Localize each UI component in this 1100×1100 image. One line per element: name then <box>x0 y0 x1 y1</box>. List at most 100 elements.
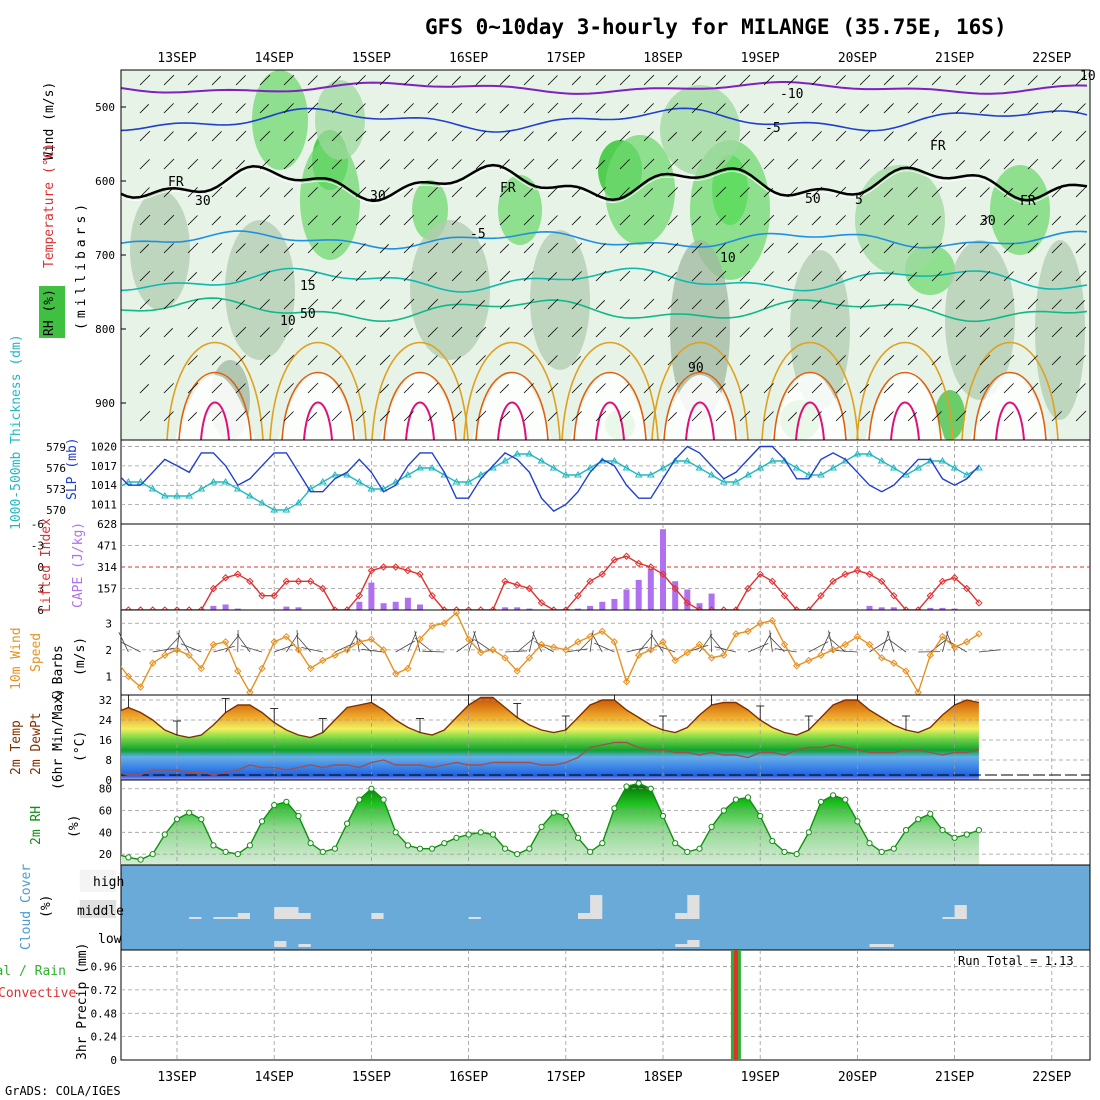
wind10-line-point <box>258 664 266 673</box>
wind-barb <box>1051 76 1061 86</box>
wind-barb <box>811 242 823 254</box>
wind-barb <box>499 354 511 366</box>
temp2m-label-b: 2m DewPt <box>29 712 44 775</box>
thickness-line-point <box>756 464 765 471</box>
wind-barb <box>403 131 414 142</box>
lifted-index-line-point <box>562 606 570 610</box>
wind10-line-point <box>537 640 546 649</box>
wind-barb <box>1003 328 1013 338</box>
thickness-line-point <box>294 499 303 506</box>
temp2m-label-c: (6hr Min/Max) <box>51 688 66 790</box>
lifted-index-line-point <box>792 606 801 610</box>
wind-barb <box>427 215 438 226</box>
wind10-barb <box>650 629 653 653</box>
wind-barb <box>667 355 678 366</box>
wind-barb <box>1075 383 1086 394</box>
precip-tick-label: 0.48 <box>91 1007 118 1020</box>
lifted-index-line-point <box>173 606 181 610</box>
wind-barb <box>163 131 174 142</box>
wind-barb <box>643 131 654 142</box>
wind10-barb <box>828 630 834 653</box>
wind-barb <box>1051 411 1062 422</box>
cloud-label: Cloud Cover <box>19 864 34 950</box>
wind-barb <box>667 272 677 282</box>
wind-barb <box>763 411 774 422</box>
wind-barb <box>379 74 391 86</box>
wind-barb <box>859 74 871 86</box>
wind-barb <box>283 354 295 366</box>
wind-barb <box>379 244 389 254</box>
wind-barb <box>1027 132 1037 142</box>
thickness-line-point <box>476 471 485 478</box>
cape-bar <box>417 604 423 610</box>
temperature-contour <box>120 163 1088 203</box>
cloud-bar <box>274 907 299 919</box>
wind-barb <box>259 244 269 254</box>
lifted-index-line-point <box>829 577 837 586</box>
wind-barb <box>331 186 343 198</box>
rh-legend-swatch <box>39 286 65 338</box>
contour-label: FR <box>1020 194 1036 209</box>
cloud-bar <box>675 944 688 947</box>
wind10-line-point <box>440 619 449 627</box>
cape-bar <box>878 607 885 610</box>
thickness-line-point <box>561 471 570 478</box>
rh2m-line-point <box>805 829 812 836</box>
warm-contour <box>856 341 954 441</box>
rh2m-line-point <box>769 837 776 845</box>
bottom-date-label: 13SEP <box>157 1070 196 1085</box>
thickness-line-point <box>318 478 327 485</box>
wind-barb <box>979 187 990 198</box>
wind-barb <box>691 186 703 198</box>
wind-barb <box>379 354 391 366</box>
wind-barb <box>763 298 775 310</box>
wind10-line-point <box>902 667 910 675</box>
wind-barb <box>595 103 606 114</box>
wind-barb <box>307 355 318 366</box>
wind10-barb <box>835 650 858 653</box>
wind-barb <box>451 76 461 86</box>
wind-barb <box>931 299 942 310</box>
wind10-line-point <box>294 646 303 654</box>
rh2m-line-point <box>356 796 363 803</box>
rh-blob <box>300 140 360 260</box>
wind10-line-point <box>367 635 376 643</box>
wind-barb <box>547 355 558 366</box>
wind-barb <box>403 214 415 226</box>
wind-barb <box>211 216 221 226</box>
top-date-label: 19SEP <box>741 51 780 66</box>
warm-contour <box>281 371 355 441</box>
wind-barb <box>355 103 366 114</box>
cloud-bar <box>590 895 603 919</box>
thickness-line-point <box>173 492 181 499</box>
lifted-index-line-point <box>683 599 692 607</box>
wind-barb <box>907 158 919 170</box>
wind-barb <box>739 270 751 282</box>
wind10-line-point <box>963 638 971 646</box>
lifted-index-line-point <box>622 552 631 560</box>
wind-barb <box>211 76 221 86</box>
wind-barb <box>883 103 894 114</box>
thickness-line-point <box>707 471 716 478</box>
wind-barb <box>739 384 749 394</box>
wind-barb <box>283 158 295 170</box>
wind-barb <box>955 186 967 198</box>
wind10-line-point <box>647 646 655 654</box>
wind-barb <box>667 132 677 142</box>
cape-ticks: -6 -3 0 3 6 628 471 314 157 <box>31 518 118 617</box>
wind-barb <box>355 270 367 282</box>
cape-bar <box>623 589 630 610</box>
contour-label: 30 <box>370 189 386 204</box>
wind-barb <box>283 411 294 422</box>
lifted-index-line-point <box>610 556 619 564</box>
wind-barb <box>787 102 799 114</box>
wind-barb <box>475 75 486 86</box>
wind-barb <box>475 300 485 310</box>
cape-bar <box>392 601 399 610</box>
wind10-barb <box>709 634 725 653</box>
rh2m-line-point <box>830 792 837 799</box>
precip-panel: 0.96 0.72 0.48 0.24 0 Run Total = 1.13 Total… <box>0 943 1091 1067</box>
wind-barb <box>931 131 942 142</box>
wind-barb <box>811 186 823 198</box>
wind-barb <box>931 102 943 114</box>
